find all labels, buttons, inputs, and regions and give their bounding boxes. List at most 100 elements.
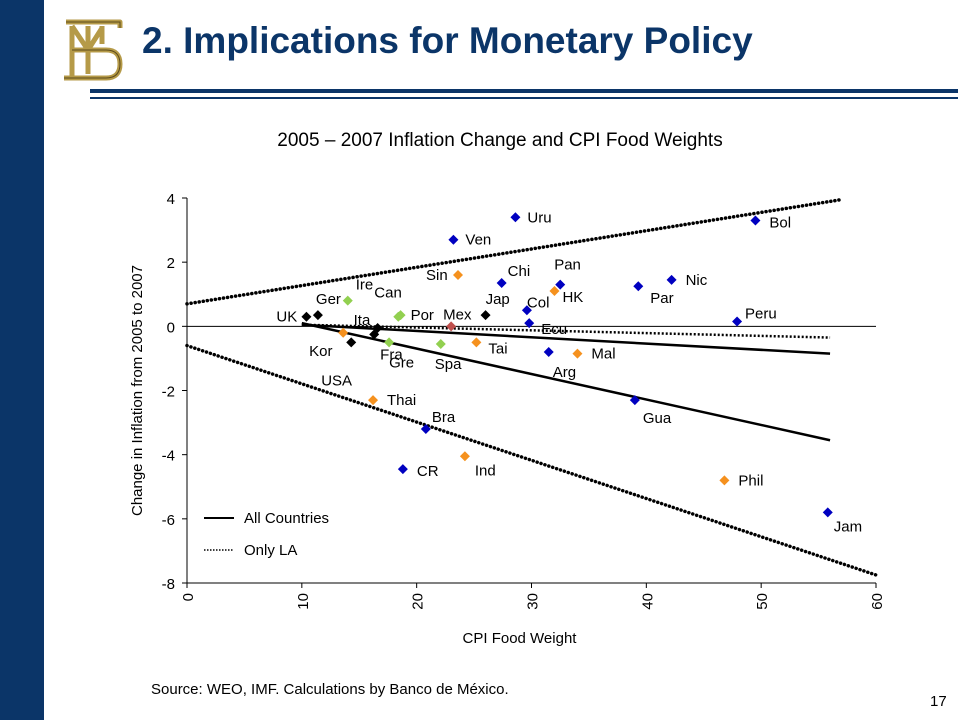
regression-line-only-la-1 [301, 323, 831, 339]
point-label-ger: Ger [316, 291, 341, 308]
page-number: 17 [930, 693, 947, 710]
data-point-nic [666, 274, 677, 285]
point-label-mal: Mal [591, 346, 615, 363]
title-rule-thick [90, 89, 958, 93]
point-label-cr: CR [417, 463, 439, 480]
data-point-arg [543, 347, 554, 357]
point-label-por: Por [411, 307, 434, 324]
point-label-sin: Sin [426, 267, 448, 284]
point-label-can: Can [374, 285, 402, 302]
y-tick-label: -8 [162, 576, 175, 593]
point-label-pan: Pan [554, 257, 581, 274]
legend-label-only-la: Only LA [244, 542, 297, 559]
y-tick-label: -4 [162, 448, 175, 465]
data-point-ven [448, 234, 459, 245]
point-label-fra: Fra [380, 346, 403, 363]
y-tick-label: -6 [162, 512, 175, 529]
data-point-chi [496, 278, 507, 289]
y-tick-label: 2 [167, 255, 175, 272]
data-point-usa [346, 337, 357, 348]
legend-label-all-countries: All Countries [244, 510, 329, 527]
point-label-mex: Mex [443, 306, 472, 323]
point-label-par: Par [650, 290, 673, 307]
y-axis-label: Change in Inflation from 2005 to 2007 [129, 265, 146, 516]
point-label-thai: Thai [387, 392, 416, 409]
data-point-tai [471, 337, 482, 348]
point-label-ind: Ind [475, 462, 496, 479]
point-label-bol: Bol [769, 214, 791, 231]
x-tick-label: 60 [869, 593, 886, 610]
data-point-kor [338, 327, 349, 338]
data-point-ecu [524, 318, 535, 329]
data-point-mal [572, 348, 583, 359]
page-title: 2. Implications for Monetary Policy [142, 20, 753, 61]
point-label-chi: Chi [508, 263, 531, 280]
point-label-ecu: Ecu [541, 321, 567, 338]
regression-line-all-countries-1 [301, 321, 831, 442]
data-point-ire [342, 295, 353, 306]
data-point-bol [750, 215, 761, 226]
data-point-ita [372, 322, 383, 333]
data-point-ger [312, 310, 323, 321]
point-label-spa: Spa [435, 356, 462, 373]
y-tick-label: -2 [162, 384, 175, 401]
point-label-kor: Kor [309, 343, 332, 360]
point-label-peru: Peru [745, 306, 777, 323]
point-label-jam: Jam [834, 518, 862, 535]
side-bar [0, 0, 44, 720]
regression-line-all-countries-2 [301, 323, 831, 355]
point-label-gre: Gre [389, 354, 414, 371]
point-label-usa: USA [321, 372, 352, 389]
title-rule-thin [90, 97, 958, 99]
point-label-gua: Gua [643, 410, 672, 427]
source-note: Source: WEO, IMF. Calculations by Banco … [151, 681, 509, 698]
data-point-peru [732, 316, 743, 327]
y-tick-label: 0 [167, 319, 175, 336]
x-tick-label: 20 [410, 593, 427, 610]
data-point-mex [446, 321, 457, 332]
banco-de-mexico-logo [64, 19, 123, 81]
data-point-phil [719, 475, 730, 486]
point-label-ire: Ire [356, 277, 374, 294]
data-point-thai [368, 395, 379, 406]
point-label-tai: Tai [488, 340, 507, 357]
data-point-sin [453, 270, 464, 280]
data-point-col [521, 305, 532, 316]
point-label-nic: Nic [686, 272, 708, 289]
point-label-jap: Jap [486, 291, 510, 308]
point-label-ven: Ven [465, 232, 491, 249]
chart-title: 2005 – 2007 Inflation Change and CPI Foo… [277, 130, 723, 151]
point-label-arg: Arg [553, 364, 576, 381]
data-point-ind [459, 451, 470, 462]
x-tick-label: 30 [525, 593, 542, 610]
point-label-col: Col [527, 294, 550, 311]
data-point-jap [480, 310, 491, 321]
x-tick-label: 40 [639, 593, 656, 610]
data-point-por [395, 310, 406, 321]
data-point-hk [549, 286, 560, 297]
data-point-uru [510, 212, 521, 223]
bound-line-2 [185, 343, 878, 577]
data-point-uk [301, 311, 312, 322]
data-point-gua [629, 395, 640, 406]
point-label-uru: Uru [527, 209, 551, 226]
data-point-gre [384, 337, 395, 348]
point-label-bra: Bra [432, 409, 456, 426]
data-point-jam [822, 507, 833, 518]
point-label-uk: UK [276, 309, 297, 326]
point-label-ita: Ita [354, 312, 371, 329]
bound-line-1 [185, 197, 844, 306]
data-point-bra [420, 424, 431, 434]
x-tick-label: 0 [180, 593, 197, 601]
point-label-phil: Phil [738, 472, 763, 489]
x-tick-label: 50 [754, 593, 771, 610]
y-tick-label: 4 [167, 191, 175, 208]
x-axis-label: CPI Food Weight [463, 630, 578, 647]
data-point-pan [555, 279, 566, 290]
data-point-spa [435, 338, 446, 349]
point-label-hk: HK [562, 289, 583, 306]
data-point-par [633, 281, 644, 292]
x-tick-label: 10 [295, 593, 312, 610]
data-point-cr [397, 464, 408, 475]
